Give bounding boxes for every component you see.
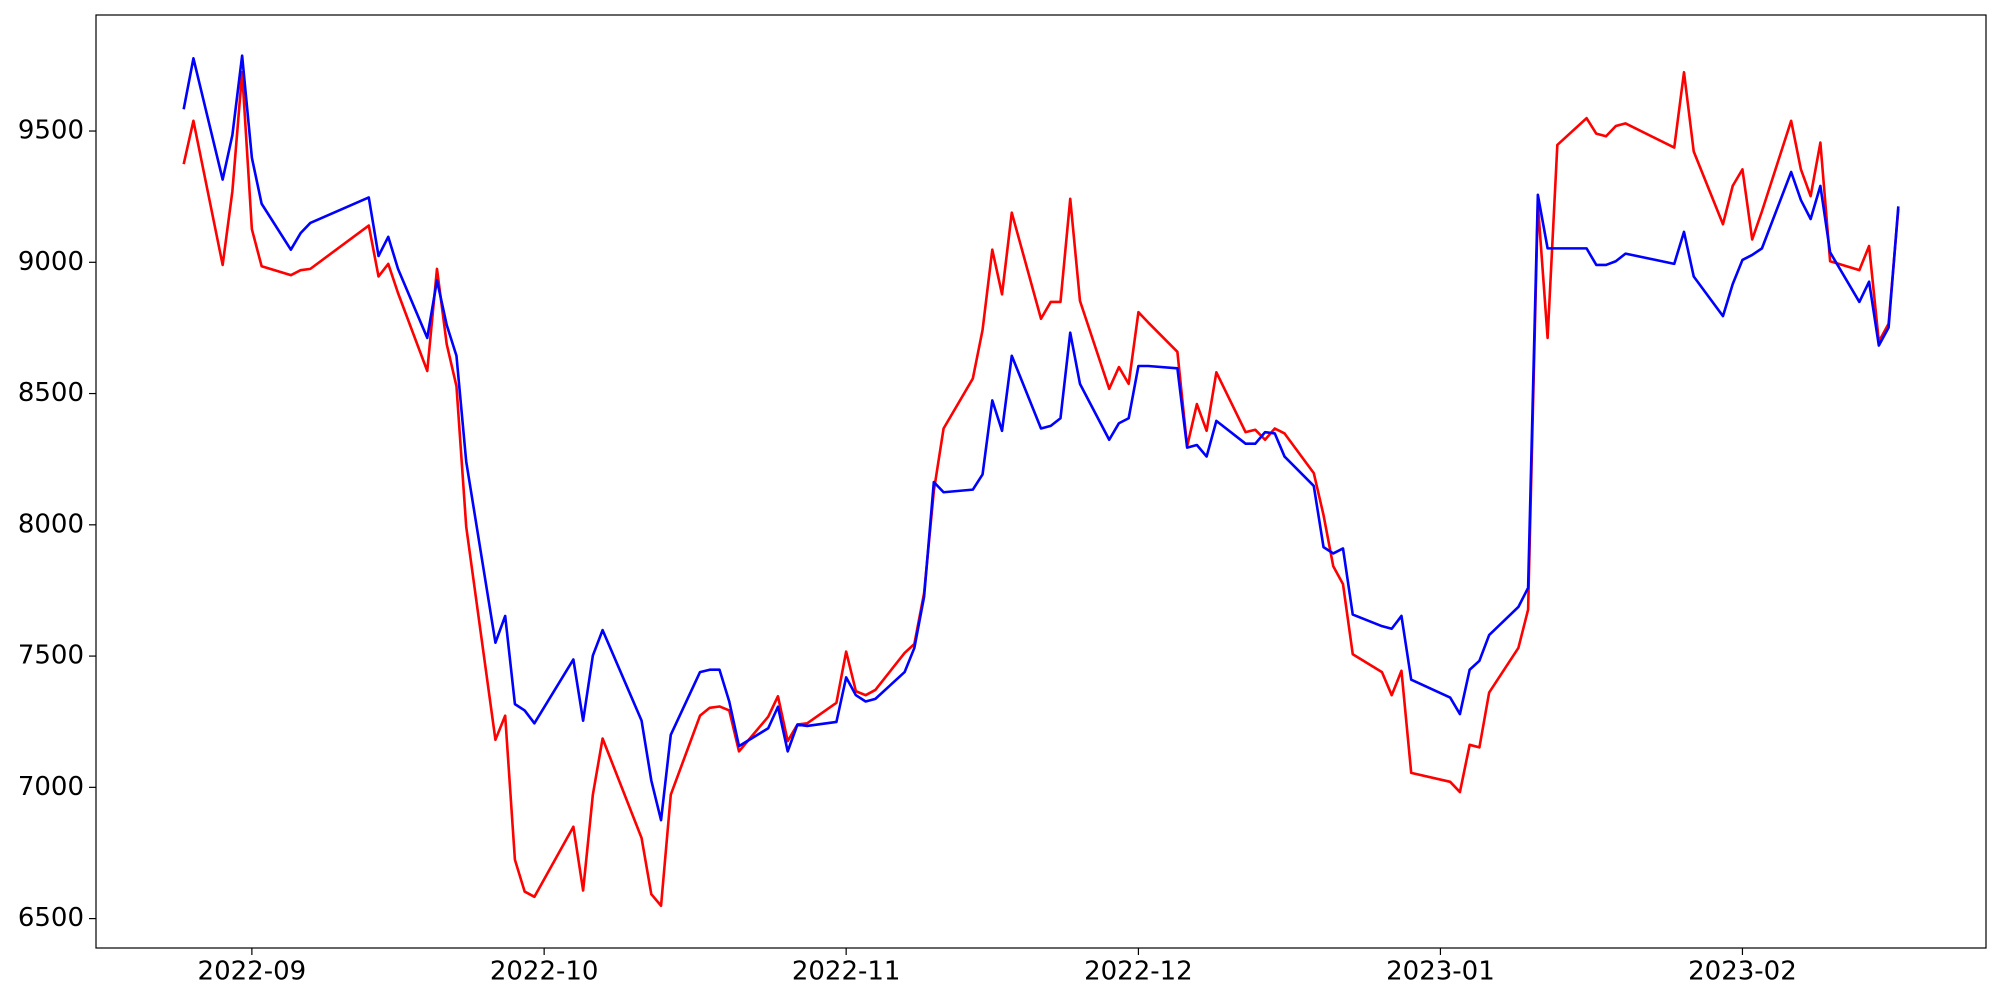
y-tick-label: 8000 (18, 509, 84, 539)
x-tick-label: 2022-10 (490, 957, 599, 987)
data-line (182, 54, 1900, 822)
y-tick-label: 8500 (18, 378, 84, 408)
y-tick-label: 9500 (18, 116, 84, 146)
plot-frame (95, 14, 1987, 949)
x-tick-label: 2022-11 (792, 957, 901, 987)
data-line (182, 70, 1900, 908)
y-tick-label: 9000 (18, 247, 84, 277)
y-tick-label: 7500 (18, 641, 84, 671)
x-tick-label: 2023-01 (1386, 957, 1495, 987)
x-tick-label: 2023-02 (1688, 957, 1797, 987)
y-tick-label: 6500 (18, 903, 84, 933)
x-tick-label: 2022-09 (198, 957, 307, 987)
y-tick-label: 7000 (18, 772, 84, 802)
x-tick-label: 2022-12 (1084, 957, 1193, 987)
